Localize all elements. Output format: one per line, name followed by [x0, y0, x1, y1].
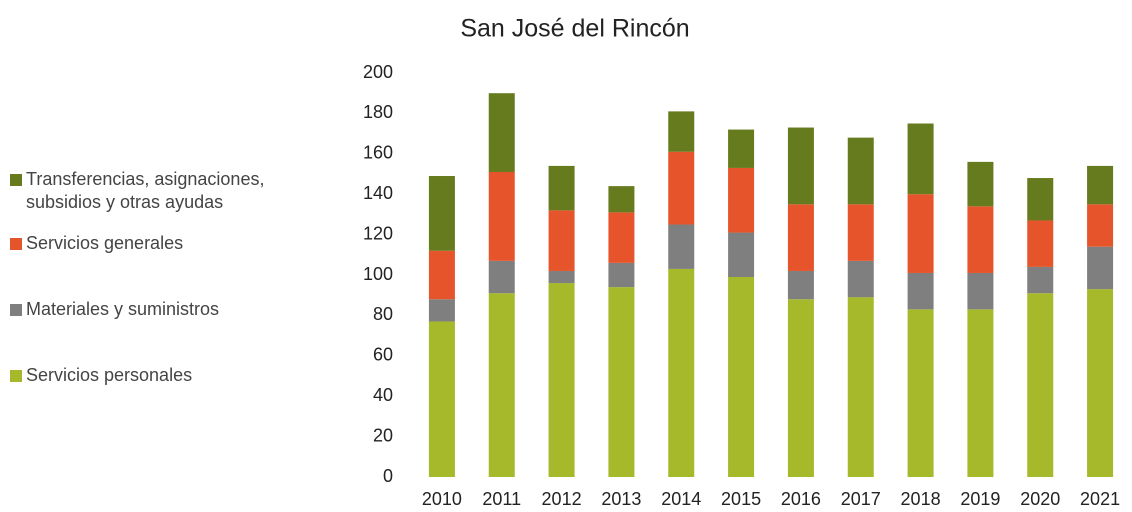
bar-segment	[907, 272, 934, 310]
bar-segment	[668, 151, 695, 225]
legend-label: Servicios generales	[26, 233, 184, 253]
legend-swatch	[10, 174, 22, 186]
bar-segment	[548, 210, 575, 271]
legend-label: Materiales y suministros	[26, 299, 220, 319]
bar-segment	[847, 204, 874, 261]
bar-segment	[668, 268, 695, 477]
legend-item: Servicios personales	[10, 364, 335, 387]
legend-swatch	[10, 238, 22, 250]
bar-segment	[787, 204, 814, 271]
bar-segment	[1087, 165, 1114, 205]
bar-segment	[608, 212, 635, 263]
bar-segment	[967, 309, 994, 477]
x-tick-label: 2011	[482, 489, 521, 509]
y-tick-label: 120	[363, 223, 393, 243]
legend-item: Transferencias, asignaciones, subsidios …	[10, 168, 335, 214]
bar-segment	[488, 293, 515, 477]
bar-segment	[967, 161, 994, 207]
y-tick-label: 200	[363, 62, 393, 82]
bar-segment	[668, 224, 695, 269]
legend-swatch	[10, 370, 22, 382]
legend-item: Materiales y suministros	[10, 298, 335, 321]
bar-segment	[608, 186, 635, 213]
bar-segment	[428, 299, 455, 322]
y-tick-label: 60	[373, 345, 393, 365]
bar-segment	[728, 129, 755, 168]
bar-segment	[967, 206, 994, 273]
bar-segment	[787, 299, 814, 477]
bar-segment	[548, 165, 575, 211]
x-tick-label: 2016	[781, 489, 821, 509]
bar-segment	[1087, 204, 1114, 247]
bar-segment	[907, 309, 934, 477]
bar-segment	[1027, 178, 1054, 221]
y-tick-label: 40	[373, 385, 393, 405]
bar-segment	[428, 176, 455, 251]
bar-segment	[787, 270, 814, 300]
bar-segment	[608, 287, 635, 477]
bar-segment	[907, 194, 934, 273]
y-tick-label: 180	[363, 102, 393, 122]
x-tick-label: 2013	[601, 489, 641, 509]
x-tick-label: 2012	[542, 489, 582, 509]
bar-segment	[847, 137, 874, 205]
bar-segment	[428, 250, 455, 300]
legend-swatch	[10, 304, 22, 316]
x-tick-label: 2010	[422, 489, 462, 509]
y-tick-label: 80	[373, 304, 393, 324]
bar-segment	[1027, 220, 1054, 267]
bar-segment	[608, 262, 635, 288]
x-tick-label: 2014	[661, 489, 701, 509]
legend-label: Servicios personales	[26, 365, 193, 385]
x-tick-label: 2021	[1080, 489, 1120, 509]
bar-segment	[728, 277, 755, 477]
y-tick-label: 100	[363, 264, 393, 284]
bar-segment	[488, 260, 515, 294]
y-tick-label: 0	[383, 466, 393, 486]
bar-segment	[847, 297, 874, 477]
bar-segment	[548, 283, 575, 477]
x-tick-label: 2015	[721, 489, 761, 509]
bar-segment	[728, 167, 755, 233]
chart-title: San José del Rincón	[460, 15, 689, 43]
legend-item: Servicios generales	[10, 232, 335, 255]
y-tick-label: 160	[363, 143, 393, 163]
bar-segment	[1027, 293, 1054, 477]
legend-label: Transferencias, asignaciones, subsidios …	[26, 169, 265, 212]
bar-segment	[1027, 266, 1054, 294]
bar-segment	[967, 272, 994, 310]
bar-segment	[907, 123, 934, 195]
y-tick-label: 20	[373, 425, 393, 445]
bar-segment	[548, 270, 575, 284]
bar-segment	[428, 321, 455, 477]
x-tick-label: 2017	[841, 489, 881, 509]
bar-segment	[1087, 289, 1114, 477]
bar-segment	[847, 260, 874, 298]
bar-segment	[668, 111, 695, 152]
bar-segment	[787, 127, 814, 205]
bar-segment	[488, 171, 515, 261]
bar-segment	[1087, 246, 1114, 290]
x-tick-label: 2018	[901, 489, 941, 509]
y-tick-label: 140	[363, 183, 393, 203]
bar-segment	[488, 93, 515, 172]
x-tick-label: 2020	[1020, 489, 1060, 509]
x-tick-label: 2019	[960, 489, 1000, 509]
bar-segment	[728, 232, 755, 278]
